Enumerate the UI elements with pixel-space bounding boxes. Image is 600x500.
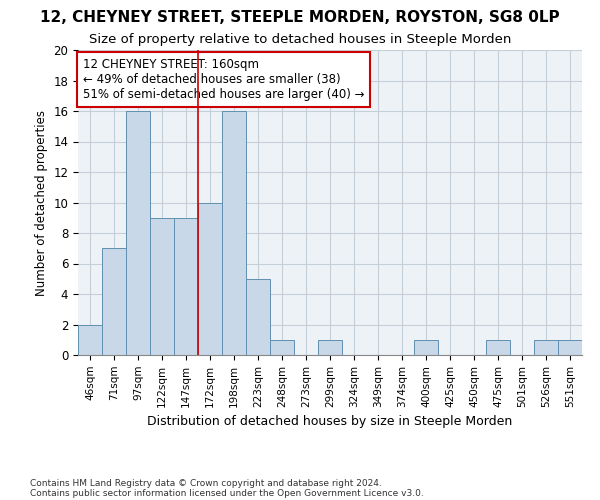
Bar [486,340,510,355]
Bar [150,218,174,355]
Bar [78,324,102,355]
Text: Contains public sector information licensed under the Open Government Licence v3: Contains public sector information licen… [30,488,424,498]
X-axis label: Distribution of detached houses by size in Steeple Morden: Distribution of detached houses by size … [148,415,512,428]
Bar [270,340,294,355]
Bar [174,218,198,355]
Bar [414,340,438,355]
Bar [246,279,270,355]
Text: 12 CHEYNEY STREET: 160sqm
← 49% of detached houses are smaller (38)
51% of semi-: 12 CHEYNEY STREET: 160sqm ← 49% of detac… [83,58,365,100]
Text: Contains HM Land Registry data © Crown copyright and database right 2024.: Contains HM Land Registry data © Crown c… [30,478,382,488]
Bar [222,111,246,355]
Text: 12, CHEYNEY STREET, STEEPLE MORDEN, ROYSTON, SG8 0LP: 12, CHEYNEY STREET, STEEPLE MORDEN, ROYS… [40,10,560,25]
Y-axis label: Number of detached properties: Number of detached properties [35,110,48,296]
Bar [558,340,582,355]
Bar [102,248,126,355]
Text: Size of property relative to detached houses in Steeple Morden: Size of property relative to detached ho… [89,32,511,46]
Bar [126,111,150,355]
Bar [198,202,222,355]
Bar [534,340,558,355]
Bar [318,340,342,355]
